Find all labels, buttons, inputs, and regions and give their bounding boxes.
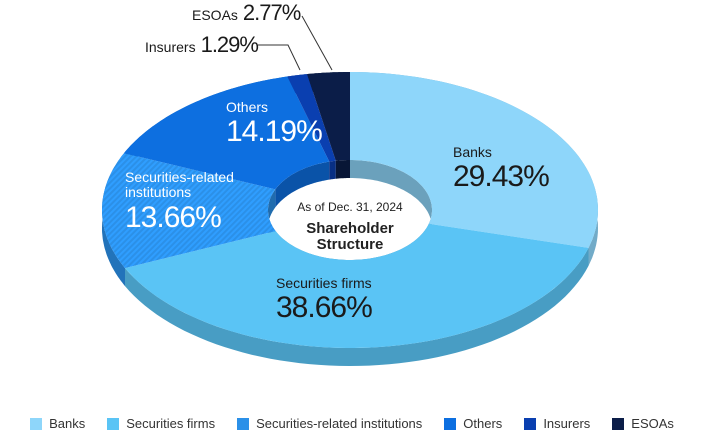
slice xyxy=(307,72,350,161)
slice xyxy=(125,223,589,348)
legend: Banks Securities firms Securities-related … xyxy=(0,416,704,431)
outer-wall xyxy=(125,247,589,366)
slice-name: Securities firms xyxy=(276,275,372,291)
legend-swatch xyxy=(524,417,537,430)
slice-value: 2.77% xyxy=(242,0,301,25)
slice-name: ESOAs xyxy=(192,7,238,23)
legend-swatch xyxy=(237,417,250,430)
legend-label: Insurers xyxy=(543,416,591,431)
slice xyxy=(102,153,276,269)
leader-line xyxy=(258,44,301,71)
center-note: As of Dec. 31, 2024 xyxy=(297,200,403,214)
slice-value: 14.19% xyxy=(226,115,323,149)
legend-swatch xyxy=(107,417,120,430)
legend-label: Securities-related institutions xyxy=(256,416,423,431)
legend-label: Others xyxy=(463,416,503,431)
inner-wall xyxy=(350,160,432,242)
center-title: Shareholder xyxy=(306,220,394,237)
legend-swatch xyxy=(612,417,625,430)
slice-label: Others 14.19% xyxy=(226,99,346,149)
legend-item: Securities-related institutions xyxy=(237,416,422,431)
legend-label: Securities firms xyxy=(126,416,216,431)
slice-value: 13.66% xyxy=(125,200,222,234)
slice-value: 38.66% xyxy=(276,291,373,325)
leader-line xyxy=(301,15,333,71)
slice-value: 1.29% xyxy=(200,32,259,57)
slice xyxy=(287,74,336,162)
slice-name: Banks xyxy=(453,144,492,160)
slice-name: Others xyxy=(226,99,269,115)
legend-item: Insurers xyxy=(524,416,590,431)
center-title: Structure xyxy=(316,236,384,253)
legend-label: Banks xyxy=(49,416,86,431)
legend-label: ESOAs xyxy=(631,416,674,431)
legend-swatch xyxy=(444,417,457,430)
slice xyxy=(124,76,330,190)
slice-name: Securities-related institutions xyxy=(125,169,234,201)
inner-wall xyxy=(329,160,336,180)
legend-item: Securities firms xyxy=(107,416,215,431)
slice-label: Insurers 1.29% xyxy=(145,32,259,57)
inner-wall xyxy=(275,161,330,208)
slice-name: Insurers xyxy=(145,39,196,55)
inner-wall xyxy=(335,160,350,179)
legend-item: Others xyxy=(444,416,502,431)
legend-item: ESOAs xyxy=(612,416,674,431)
slice xyxy=(350,72,598,248)
legend-item: Banks xyxy=(30,416,85,431)
legend-swatch xyxy=(30,417,43,430)
slice-label: Securities firms 38.66% xyxy=(276,275,426,325)
slice-value: 29.43% xyxy=(453,160,550,194)
slice-label: Securities-related institutions 13.66% xyxy=(125,169,265,234)
slice-label: Banks 29.43% xyxy=(453,144,603,194)
slice-label: ESOAs 2.77% xyxy=(192,0,301,25)
